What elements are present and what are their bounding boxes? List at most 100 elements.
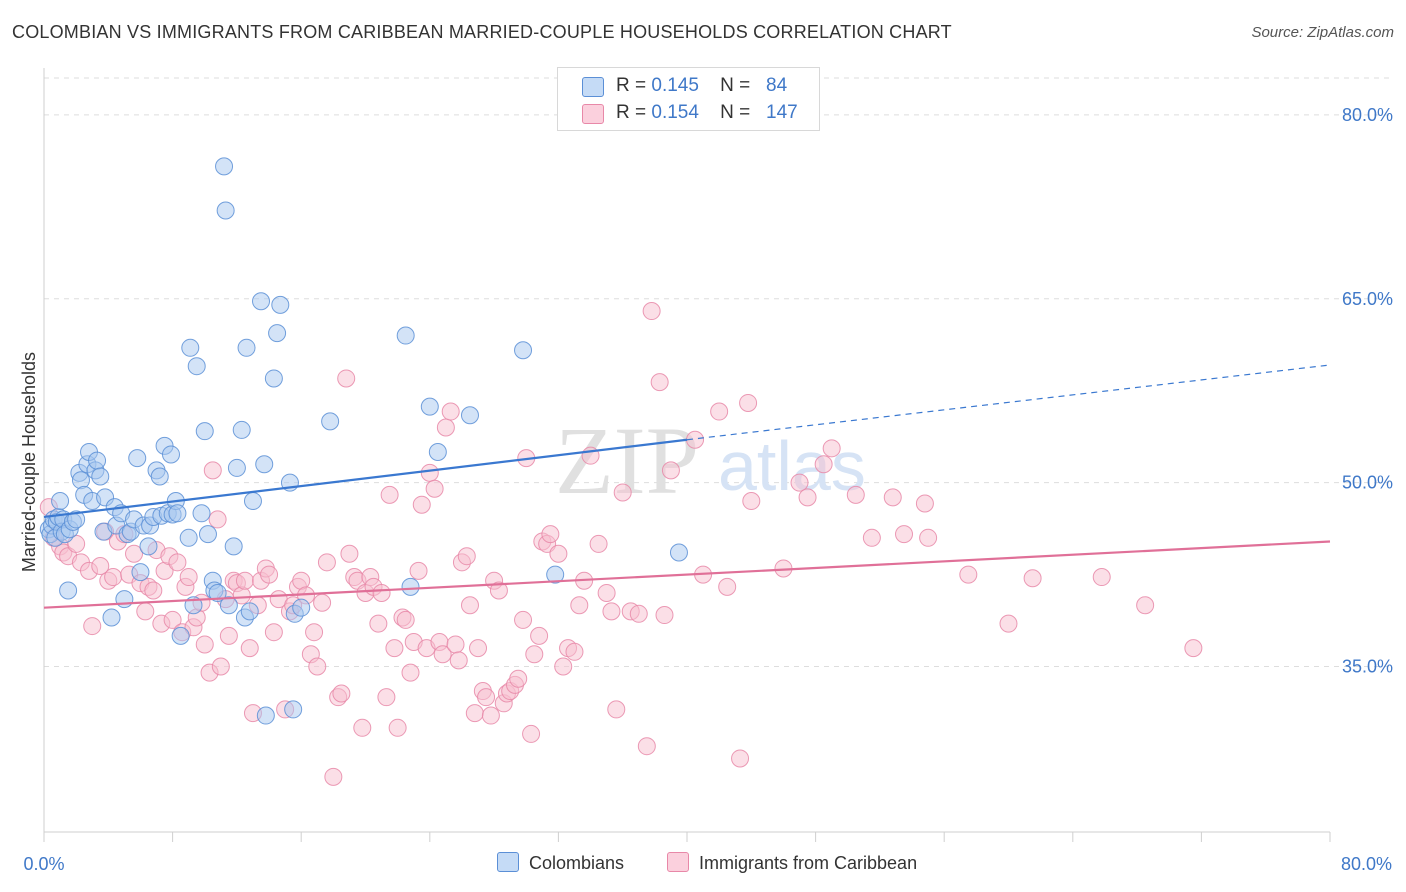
caribbean-point xyxy=(457,547,476,566)
colombian-point xyxy=(71,471,90,490)
colombian-point xyxy=(396,326,415,345)
y-tick-label: 65.0% xyxy=(1342,289,1393,309)
trend-layer xyxy=(43,364,1331,609)
caribbean-point xyxy=(377,688,396,707)
caribbean-point xyxy=(340,544,359,563)
colombian-trendline xyxy=(43,438,688,519)
axis-layer xyxy=(43,68,1331,842)
caribbean-point xyxy=(525,645,544,664)
caribbean-point xyxy=(514,610,533,629)
colombian-point xyxy=(198,525,217,544)
legend-label-caribbean: Immigrants from Caribbean xyxy=(699,853,918,873)
x-tick-label: 80.0% xyxy=(1341,854,1392,874)
colombian-point xyxy=(255,455,274,474)
caribbean-point xyxy=(136,602,155,621)
caribbean-point xyxy=(883,488,902,507)
colombian-point xyxy=(67,510,86,529)
colombian-point xyxy=(150,467,169,486)
caribbean-point xyxy=(396,610,415,629)
colombian-point xyxy=(219,596,238,615)
colombian-point xyxy=(669,543,688,562)
colombian-point xyxy=(243,492,262,511)
colombian-point xyxy=(88,451,107,470)
caribbean-point xyxy=(742,492,761,511)
caribbean-point xyxy=(369,614,388,633)
colombian-point xyxy=(268,324,287,343)
y-axis-label: Married-couple Households xyxy=(19,352,39,572)
caribbean-point xyxy=(731,749,750,768)
caribbean-point xyxy=(613,483,632,502)
caribbean-point xyxy=(465,704,484,723)
colombian-point xyxy=(264,369,283,388)
caribbean-point xyxy=(661,461,680,480)
caribbean-point xyxy=(380,485,399,504)
caribbean-point xyxy=(915,494,934,513)
colombian-point xyxy=(321,412,340,431)
caribbean-point xyxy=(433,645,452,664)
caribbean-point xyxy=(1023,569,1042,588)
caribbean-point xyxy=(460,596,479,615)
caribbean-point xyxy=(441,402,460,421)
n-value: 84 xyxy=(766,75,788,96)
colombian-point xyxy=(428,443,447,461)
colombian-point xyxy=(215,157,234,176)
caribbean-point xyxy=(629,604,648,623)
y-tick-label: 80.0% xyxy=(1342,105,1393,125)
colombian-point xyxy=(420,397,439,416)
colombian-point xyxy=(292,598,311,617)
caribbean-point xyxy=(260,565,279,584)
x-tick-label: 0.0% xyxy=(23,854,64,874)
caribbean-point xyxy=(637,737,656,756)
colombian-point xyxy=(460,406,479,425)
caribbean-point xyxy=(530,626,549,645)
caribbean-point xyxy=(332,684,351,703)
caribbean-point xyxy=(814,455,833,474)
caribbean-point xyxy=(481,706,500,725)
colombian-point xyxy=(128,449,147,468)
caribbean-point xyxy=(589,534,608,553)
colombian-point xyxy=(139,537,158,556)
colombian-point xyxy=(59,581,78,600)
colombian-point xyxy=(240,602,259,621)
colombian-point xyxy=(91,467,110,486)
caribbean-point xyxy=(308,657,327,676)
caribbean-point xyxy=(710,402,729,421)
caribbean-point xyxy=(999,614,1018,633)
r-label: R = xyxy=(616,75,647,96)
caribbean-point xyxy=(739,393,758,412)
colombian-point xyxy=(168,504,187,523)
caribbean-point xyxy=(549,544,568,563)
caribbean-point xyxy=(195,635,214,654)
caribbean-point xyxy=(642,302,661,321)
caribbean-point xyxy=(125,544,144,563)
legend-item-caribbean[interactable]: Immigrants from Caribbean xyxy=(667,852,917,874)
caribbean-point xyxy=(607,700,626,719)
caribbean-point xyxy=(211,657,230,676)
caribbean-point xyxy=(412,495,431,514)
legend-stats-caribbean: R = 0.154 N = 147 xyxy=(616,102,798,124)
caribbean-point xyxy=(862,528,881,547)
caribbean-point xyxy=(469,639,488,658)
correlation-legend: R = 0.145 N = 84 R = 0.154 N = 147 xyxy=(557,67,820,131)
caribbean-point xyxy=(446,635,465,654)
caribbean-point xyxy=(798,488,817,507)
caribbean-point xyxy=(179,568,198,587)
colombian-point xyxy=(224,537,243,556)
caribbean-point xyxy=(554,657,573,676)
colombian-point xyxy=(208,583,227,602)
caribbean-point xyxy=(1184,639,1203,658)
colombian-point xyxy=(284,700,303,719)
source-credit: Source: ZipAtlas.com xyxy=(1251,24,1394,41)
caribbean-point xyxy=(313,593,332,612)
caribbean-point xyxy=(144,581,163,600)
colombian-point xyxy=(271,295,290,314)
legend-item-colombians[interactable]: Colombians xyxy=(497,852,624,874)
colombian-point xyxy=(546,565,565,584)
r-label: R = xyxy=(616,102,647,123)
legend-swatch-blue xyxy=(582,77,604,97)
caribbean-point xyxy=(790,473,809,492)
y-tick-label: 35.0% xyxy=(1342,657,1393,677)
colombian-point xyxy=(181,338,200,357)
y-tick-label: 50.0% xyxy=(1342,473,1393,493)
colombian-point xyxy=(192,504,211,523)
